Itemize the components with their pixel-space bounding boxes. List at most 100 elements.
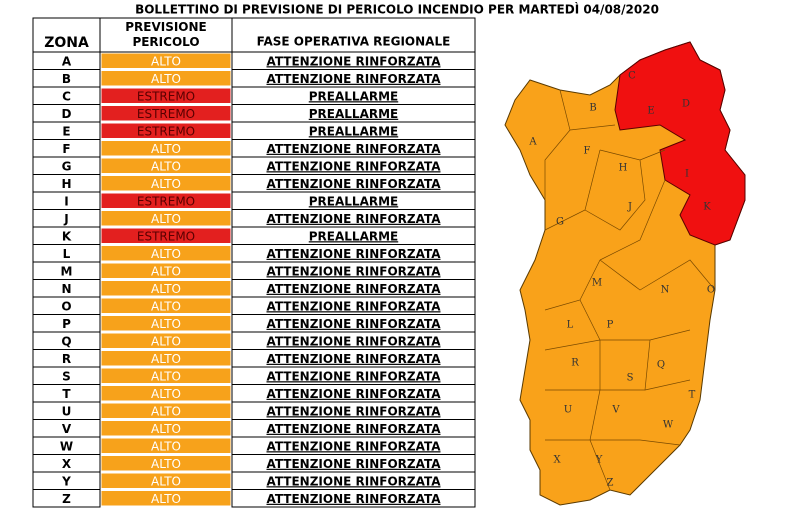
previsione: ALTO	[151, 142, 181, 156]
level-cell	[100, 332, 232, 349]
previsione: ALTO	[151, 474, 181, 488]
zona: X	[62, 457, 72, 471]
fase: PREALLARME	[309, 229, 398, 243]
zona: L	[63, 247, 71, 261]
previsione: ALTO	[151, 387, 181, 401]
previsione: ALTO	[151, 72, 181, 86]
level-cell	[100, 245, 232, 262]
fase: ATTENZIONE RINFORZATA	[266, 334, 441, 348]
zona: N	[61, 282, 71, 296]
previsione: ALTO	[151, 247, 181, 261]
fase: ATTENZIONE RINFORZATA	[266, 474, 441, 488]
fase: PREALLARME	[309, 124, 398, 138]
col-header: FASE OPERATIVA REGIONALE	[257, 35, 451, 49]
map-zone-label: U	[564, 405, 572, 416]
zona: F	[62, 142, 70, 156]
fase: ATTENZIONE RINFORZATA	[266, 177, 441, 191]
level-cell	[100, 402, 232, 419]
level-cell	[100, 350, 232, 367]
map-zone-label: C	[628, 71, 636, 82]
fase: PREALLARME	[309, 107, 398, 121]
map-zone-label: E	[647, 106, 654, 117]
fase: ATTENZIONE RINFORZATA	[266, 317, 441, 331]
fase: ATTENZIONE RINFORZATA	[266, 439, 441, 453]
level-cell	[100, 210, 232, 227]
previsione: ALTO	[151, 334, 181, 348]
previsione: ALTO	[151, 54, 181, 68]
zona: Z	[62, 492, 71, 506]
map-zone-label: W	[663, 420, 674, 431]
title: BOLLETTINO DI PREVISIONE DI PERICOLO INC…	[135, 2, 659, 17]
previsione: ALTO	[151, 299, 181, 313]
map-zone-label: Y	[595, 455, 603, 466]
map-zone-label: G	[556, 217, 564, 228]
level-cell	[100, 437, 232, 454]
level-cell	[100, 157, 232, 174]
fase: ATTENZIONE RINFORZATA	[266, 142, 441, 156]
previsione: ALTO	[151, 404, 181, 418]
level-cell	[100, 490, 232, 507]
fase: ATTENZIONE RINFORZATA	[266, 72, 441, 86]
map-zone-label: F	[584, 146, 591, 157]
fase: ATTENZIONE RINFORZATA	[266, 212, 441, 226]
level-cell	[100, 455, 232, 472]
col-header: ZONA	[44, 35, 89, 51]
zona: Q	[61, 334, 71, 348]
zona: D	[62, 107, 72, 121]
zona: J	[63, 212, 68, 226]
level-cell	[100, 70, 232, 87]
fase: ATTENZIONE RINFORZATA	[266, 492, 441, 506]
previsione: ESTREMO	[137, 107, 195, 121]
previsione: ALTO	[151, 282, 181, 296]
map-zone-label: S	[627, 373, 634, 384]
fase: ATTENZIONE RINFORZATA	[266, 159, 441, 173]
map-zone-label: X	[553, 455, 561, 466]
level-cell	[100, 472, 232, 489]
level-cell	[100, 87, 232, 104]
previsione: ALTO	[151, 457, 181, 471]
map-zone-label: Q	[657, 360, 665, 371]
map-zone-label: L	[567, 320, 574, 331]
level-cell	[100, 122, 232, 139]
col-header: PREVISIONE PERICOLO	[125, 20, 207, 49]
map-zone-label: P	[607, 320, 614, 331]
previsione: ESTREMO	[137, 124, 195, 138]
level-cell	[100, 227, 232, 244]
level-cell	[100, 192, 232, 209]
fase: ATTENZIONE RINFORZATA	[266, 282, 441, 296]
level-cell	[100, 140, 232, 157]
fase-cell	[231, 489, 476, 508]
zona: W	[60, 439, 73, 453]
level-cell	[100, 262, 232, 279]
map-zone-label: T	[689, 390, 696, 401]
map-zone-label: M	[592, 278, 602, 289]
zona: E	[62, 124, 70, 138]
previsione: ALTO	[151, 177, 181, 191]
level-cell	[100, 420, 232, 437]
fase: PREALLARME	[309, 89, 398, 103]
map-zone-label: D	[682, 99, 690, 110]
level-cell	[100, 367, 232, 384]
zona-cell	[32, 489, 101, 508]
fase: ATTENZIONE RINFORZATA	[266, 247, 441, 261]
previsione: ESTREMO	[137, 194, 195, 208]
map-zone-label: O	[707, 285, 715, 296]
map-zone-label: N	[661, 285, 670, 296]
header-row	[32, 17, 476, 53]
previsione: ESTREMO	[137, 89, 195, 103]
zona: T	[62, 387, 71, 401]
fase: ATTENZIONE RINFORZATA	[266, 299, 441, 313]
level-cell	[100, 297, 232, 314]
level-cell	[100, 52, 232, 69]
zona: K	[62, 229, 72, 243]
map-zone-label: K	[703, 202, 711, 213]
previsione: ALTO	[151, 212, 181, 226]
zona: B	[62, 72, 71, 86]
fase: ATTENZIONE RINFORZATA	[266, 404, 441, 418]
zona: V	[62, 422, 72, 436]
zona: H	[61, 177, 71, 191]
level-cell	[100, 175, 232, 192]
map-zone-label: I	[685, 169, 689, 180]
previsione: ALTO	[151, 492, 181, 506]
